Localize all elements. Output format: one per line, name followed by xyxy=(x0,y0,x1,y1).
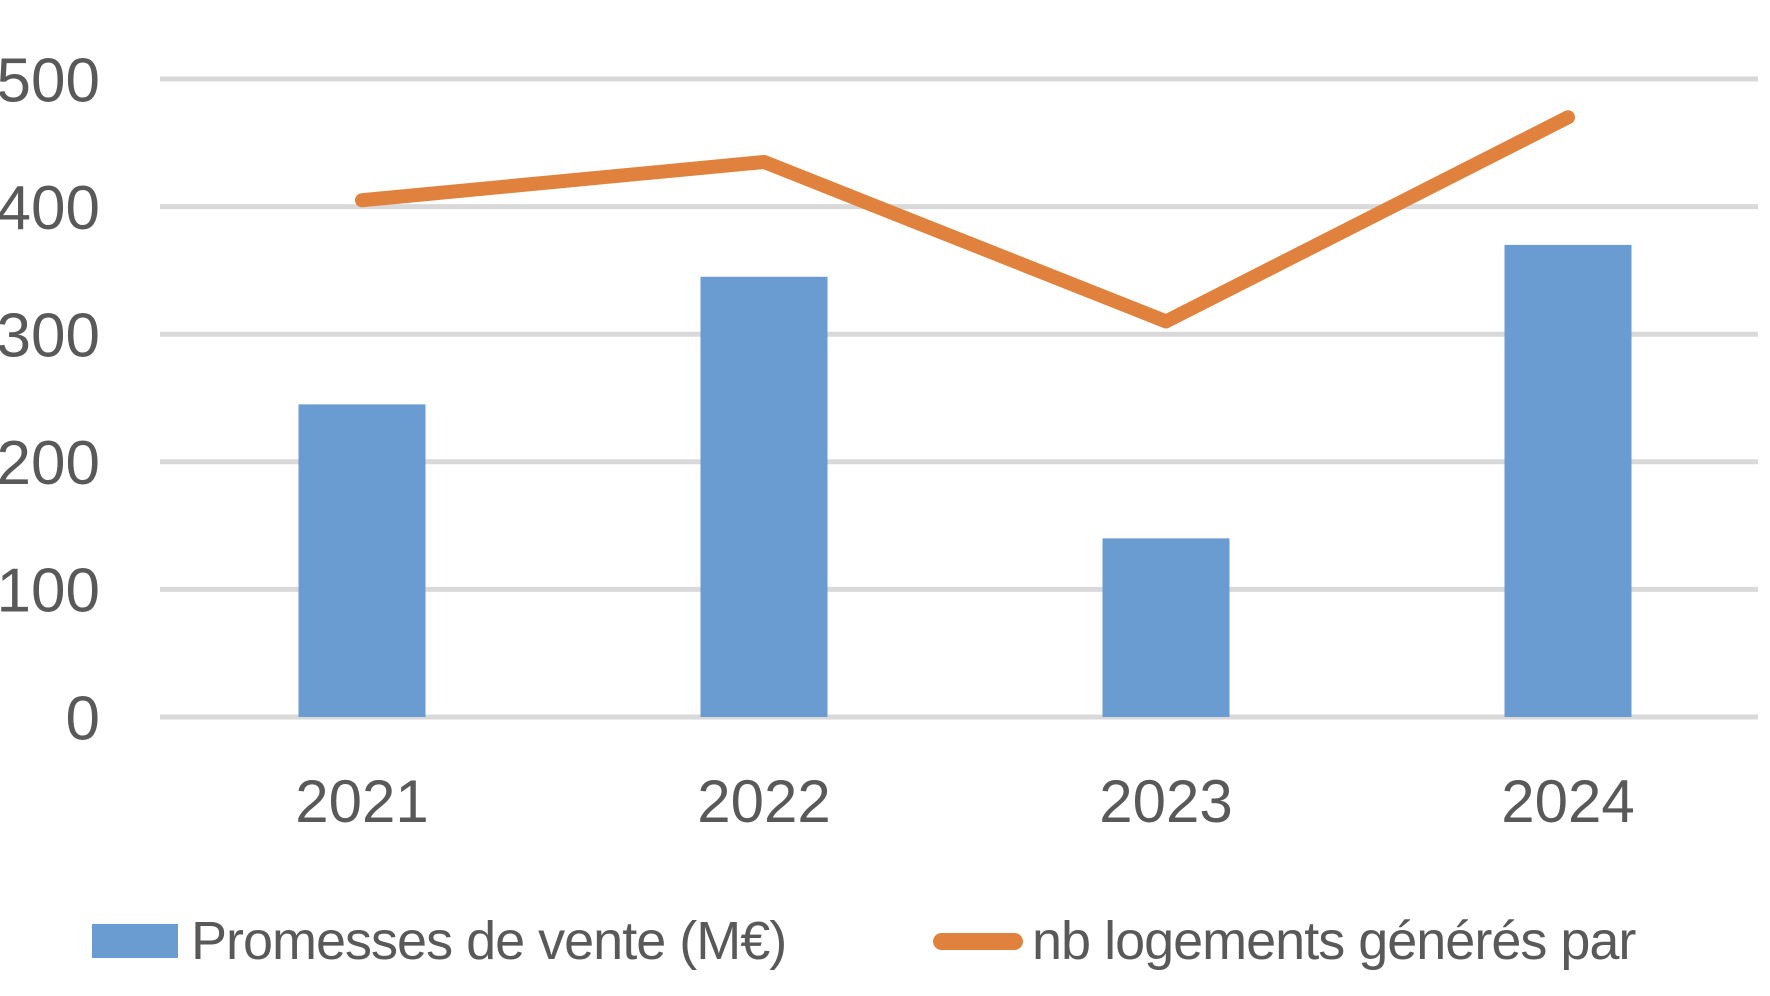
legend-label-line-series: nb logements générés par xyxy=(1032,911,1636,971)
legend-label-bar-series: Promesses de vente (M€) xyxy=(191,911,787,971)
y-tick-label-300: 300 xyxy=(0,302,100,371)
line-series xyxy=(355,110,1575,329)
y-tick-label-0: 0 xyxy=(66,684,100,753)
bar-2023 xyxy=(1102,538,1230,717)
bar-2024 xyxy=(1504,244,1632,717)
legend-item-line-series: nb logements générés par xyxy=(933,905,1636,977)
bar-2021 xyxy=(298,404,426,717)
y-tick-label-400: 400 xyxy=(0,174,100,243)
bar-2022 xyxy=(700,276,828,717)
x-label-2021: 2021 xyxy=(295,768,428,835)
x-label-2024: 2024 xyxy=(1501,768,1634,835)
y-tick-label-200: 200 xyxy=(0,429,100,498)
legend-item-bar-series: Promesses de vente (M€) xyxy=(92,905,787,977)
legend-bar-swatch xyxy=(92,924,178,958)
legend-line-swatch xyxy=(933,932,1023,950)
chart-legend: Promesses de vente (M€) nb logements gén… xyxy=(0,905,1770,985)
y-tick-label-500: 500 xyxy=(0,46,100,115)
x-label-2023: 2023 xyxy=(1099,768,1232,835)
x-label-2022: 2022 xyxy=(697,768,830,835)
y-tick-label-100: 100 xyxy=(0,557,100,626)
